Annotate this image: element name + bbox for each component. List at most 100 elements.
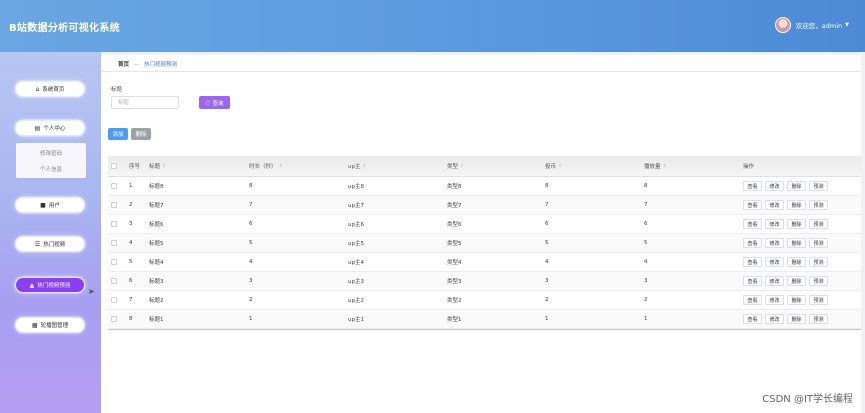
avatar[interactable] (774, 17, 791, 33)
submenu-change-password[interactable]: 修改密码 (39, 151, 62, 157)
predict-button[interactable]: 预测 (809, 295, 828, 305)
col-index: 序号 (129, 164, 141, 170)
select-all-checkbox[interactable] (111, 156, 117, 176)
cell-coins: 7 (545, 202, 549, 208)
sort-icon: ⇕ (162, 163, 166, 169)
view-button[interactable]: 查看 (743, 181, 762, 191)
cell-coins: 3 (545, 278, 549, 284)
predict-button[interactable]: 预测 (809, 181, 828, 191)
cell-duration: 1 (249, 316, 253, 322)
cell-views: 8 (644, 183, 648, 189)
sort-icon: ⇕ (662, 163, 667, 169)
user-greeting[interactable]: 欢迎您，admin (795, 22, 843, 30)
table-row: 2 标题7 7 up主7 类型7 7 7 查看 修改 删除 预测 (108, 196, 861, 215)
sidebar-item-label: 用户 (48, 203, 60, 209)
row-checkbox[interactable] (111, 234, 117, 252)
sidebar-item-home[interactable]: ⌂ 系统首页 (16, 82, 84, 96)
cell-coins: 2 (545, 297, 549, 303)
view-button[interactable]: 查看 (743, 314, 762, 324)
row-actions: 查看 修改 删除 预测 (743, 310, 831, 328)
cell-uploader: up主1 (348, 317, 364, 323)
row-checkbox[interactable] (111, 215, 117, 233)
delete-button[interactable]: 删除 (131, 128, 151, 140)
cell-type: 类型3 (447, 279, 462, 285)
cell-uploader: up主8 (348, 184, 364, 190)
row-checkbox[interactable] (111, 177, 117, 195)
delete-row-button[interactable]: 删除 (787, 257, 806, 267)
row-checkbox[interactable] (111, 196, 117, 214)
sidebar-item-users[interactable]: ■ 用户 (16, 198, 84, 212)
col-type[interactable]: 类型 ⇕ (447, 163, 464, 171)
delete-row-button[interactable]: 删除 (787, 314, 806, 324)
view-button[interactable]: 查看 (743, 219, 762, 229)
cell-index: 5 (129, 259, 133, 265)
user-menu[interactable]: 欢迎您，admin ▼ (774, 17, 849, 33)
delete-row-button[interactable]: 删除 (787, 238, 806, 248)
cell-duration: 5 (249, 240, 253, 246)
predict-button[interactable]: 预测 (809, 314, 828, 324)
view-button[interactable]: 查看 (743, 238, 762, 248)
delete-row-button[interactable]: 删除 (787, 181, 806, 191)
edit-button[interactable]: 修改 (765, 295, 784, 305)
row-checkbox[interactable] (111, 253, 117, 271)
view-button[interactable]: 查看 (743, 200, 762, 210)
edit-button[interactable]: 修改 (765, 219, 784, 229)
cell-views: 7 (644, 202, 648, 208)
cell-type: 类型5 (447, 241, 462, 247)
edit-button[interactable]: 修改 (765, 257, 784, 267)
cell-views: 5 (644, 240, 648, 246)
cell-type: 类型2 (447, 298, 462, 304)
delete-row-button[interactable]: 删除 (787, 219, 806, 229)
predict-button[interactable]: 预测 (809, 238, 828, 248)
submenu-personal-info[interactable]: 个人信息 (39, 167, 62, 173)
sidebar-item-profile[interactable]: ▤ 个人中心 (16, 121, 84, 135)
col-duration[interactable]: 时长（秒） ⇕ (249, 163, 283, 171)
edit-button[interactable]: 修改 (765, 200, 784, 210)
table-row: 5 标题4 4 up主4 类型4 4 4 查看 修改 删除 预测 (108, 253, 861, 272)
watermark: CSDN @IT学长编程 (762, 394, 853, 405)
edit-button[interactable]: 修改 (765, 238, 784, 248)
title-search-input[interactable] (111, 96, 179, 109)
sidebar-item-carousel[interactable]: ▦ 轮播图管理 (16, 318, 84, 332)
search-button[interactable]: ○ 查询 (199, 96, 230, 109)
delete-row-button[interactable]: 删除 (787, 295, 806, 305)
predict-button[interactable]: 预测 (809, 200, 828, 210)
user-icon: ▲ (29, 281, 35, 289)
col-views[interactable]: 播放量 ⇕ (644, 163, 667, 171)
cell-title: 标题5 (149, 241, 164, 247)
predict-button[interactable]: 预测 (809, 276, 828, 286)
cell-uploader: up主5 (348, 241, 364, 247)
row-checkbox[interactable] (111, 291, 117, 309)
home-icon: ⌂ (35, 85, 40, 93)
chevron-down-icon[interactable]: ▼ (845, 22, 849, 28)
cell-title: 标题3 (149, 279, 164, 285)
cell-title: 标题1 (149, 317, 164, 323)
sidebar-item-hot-video-prediction[interactable]: ▲ 热门视频预测 (16, 278, 84, 292)
edit-button[interactable]: 修改 (765, 314, 784, 324)
main-panel: 标题 ○ 查询 添加 删除 序号 标题⇕ 时长（秒）⇕ up主⇕ 类型⇕ 投币⇕… (101, 72, 861, 413)
view-button[interactable]: 查看 (743, 295, 762, 305)
edit-button[interactable]: 修改 (765, 181, 784, 191)
col-uploader[interactable]: up主 ⇕ (348, 163, 367, 171)
edit-button[interactable]: 修改 (765, 276, 784, 286)
delete-row-button[interactable]: 删除 (787, 200, 806, 210)
predict-button[interactable]: 预测 (809, 219, 828, 229)
cell-index: 6 (129, 278, 133, 284)
breadcrumb-home[interactable]: 首页 (118, 62, 130, 68)
cell-coins: 1 (545, 316, 549, 322)
view-button[interactable]: 查看 (743, 257, 762, 267)
predict-button[interactable]: 预测 (809, 257, 828, 267)
col-coins[interactable]: 投币 ⇕ (545, 163, 562, 171)
col-title[interactable]: 标题 ⇕ (149, 163, 166, 171)
cell-coins: 4 (545, 259, 549, 265)
view-button[interactable]: 查看 (743, 276, 762, 286)
delete-row-button[interactable]: 删除 (787, 276, 806, 286)
add-button[interactable]: 添加 (108, 128, 128, 140)
breadcrumb-current: 热门视频预测 (144, 62, 178, 68)
sidebar-item-hot-videos[interactable]: ☰ 热门视频 (16, 237, 84, 251)
sidebar-item-label: 热门视频预测 (37, 283, 71, 289)
cell-title: 标题6 (149, 222, 164, 228)
row-checkbox[interactable] (111, 272, 117, 290)
cell-coins: 5 (545, 240, 549, 246)
row-checkbox[interactable] (111, 310, 117, 328)
